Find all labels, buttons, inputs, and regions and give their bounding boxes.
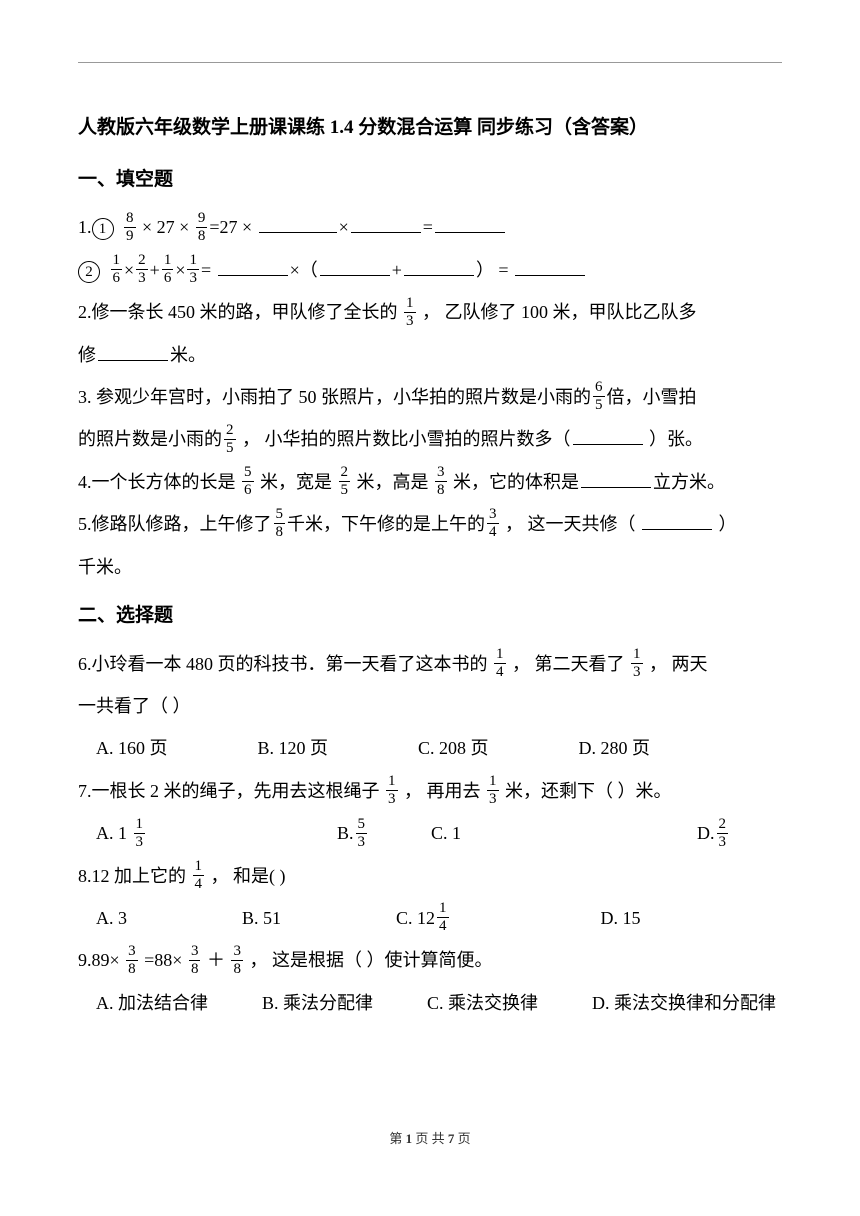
fraction: 23	[136, 253, 148, 286]
option-c[interactable]: C. 1	[431, 813, 461, 854]
option-d[interactable]: D. 280 页	[579, 728, 651, 769]
q3: 3. 参观少年宫时，小雨拍了 50 张照片，小华拍的照片数是小雨的65倍，小雪拍	[78, 377, 782, 418]
option-a[interactable]: A. 3	[96, 898, 127, 939]
option-a[interactable]: A. 加法结合律	[96, 983, 208, 1024]
fraction: 14	[437, 901, 449, 934]
blank[interactable]	[351, 215, 421, 233]
q7: 7.一根长 2 米的绳子，先用去这根绳子 13 ， 再用去 13 米，还剩下（ …	[78, 771, 782, 812]
blank[interactable]	[573, 427, 643, 445]
fraction: 13	[487, 774, 499, 807]
q1-lead: 1.	[78, 217, 92, 237]
blank[interactable]	[435, 215, 505, 233]
fraction: 56	[242, 465, 254, 498]
q6-line2: 一共看了（ ）	[78, 686, 782, 727]
circled-1: 1	[92, 218, 114, 240]
fraction: 13	[134, 817, 146, 850]
fraction: 53	[356, 817, 368, 850]
fraction: 25	[339, 465, 351, 498]
q5: 5.修路队修路，上午修了58千米，下午修的是上午的34 ， 这一天共修（ ）	[78, 504, 782, 545]
page-footer: 第 1 页 共 7 页	[0, 1124, 860, 1154]
blank[interactable]	[642, 512, 712, 530]
section-2-heading: 二、选择题	[78, 594, 782, 638]
fraction: 13	[386, 774, 398, 807]
q3-line2: 的照片数是小雨的25 ， 小华拍的照片数比小雪拍的照片数多（ ）张。	[78, 419, 782, 460]
q8-options: A. 3 B. 51 C. 1214 D. 15	[78, 898, 782, 939]
q8: 8.12 加上它的 14 ， 和是( )	[78, 856, 782, 897]
q1-line2: 2 16×23+16×13= ×（+） =	[78, 250, 782, 291]
page-title: 人教版六年级数学上册课课练 1.4 分数混合运算 同步练习（含答案）	[78, 106, 782, 150]
top-rule	[78, 62, 782, 63]
fraction: 58	[274, 507, 286, 540]
blank[interactable]	[515, 258, 585, 276]
fraction: 14	[193, 859, 205, 892]
fraction: 25	[224, 423, 236, 456]
q2: 2.修一条长 450 米的路，甲队修了全长的 13 ， 乙队修了 100 米，甲…	[78, 292, 782, 333]
blank[interactable]	[320, 258, 390, 276]
circled-2: 2	[78, 261, 100, 283]
q9: 9.89× 38 =88× 38 ＋ 38 ， 这是根据（ ）使计算简便。	[78, 940, 782, 981]
q6: 6.小玲看一本 480 页的科技书．第一天看了这本书的 14 ， 第二天看了 1…	[78, 644, 782, 685]
blank[interactable]	[581, 470, 651, 488]
option-b[interactable]: B. 51	[242, 898, 281, 939]
q9-options: A. 加法结合律 B. 乘法分配律 C. 乘法交换律 D. 乘法交换律和分配律	[78, 983, 782, 1024]
option-d[interactable]: D.23	[697, 813, 730, 854]
fraction: 16	[162, 253, 174, 286]
fraction: 38	[189, 944, 201, 977]
option-d[interactable]: D. 乘法交换律和分配律	[592, 983, 776, 1024]
fraction: 65	[593, 380, 605, 413]
option-d[interactable]: D. 15	[601, 898, 641, 939]
blank[interactable]	[98, 343, 168, 361]
fraction: 34	[487, 507, 499, 540]
q1-line1: 1.1 89 × 27 × 98=27 × ×=	[78, 207, 782, 248]
fraction: 38	[435, 465, 447, 498]
option-a[interactable]: A. 1 13	[96, 813, 147, 854]
q2-line2: 修米。	[78, 335, 782, 376]
fraction: 13	[187, 253, 199, 286]
section-1-heading: 一、填空题	[78, 158, 782, 202]
option-c[interactable]: C. 208 页	[418, 728, 489, 769]
blank[interactable]	[404, 258, 474, 276]
option-c[interactable]: C. 乘法交换律	[427, 983, 538, 1024]
option-c[interactable]: C. 1214	[396, 898, 451, 939]
fraction: 14	[494, 647, 506, 680]
q7-options: A. 1 13 B.53 C. 1 D.23	[78, 813, 782, 854]
fraction: 38	[231, 944, 243, 977]
option-a[interactable]: A. 160 页	[96, 728, 168, 769]
q4: 4.一个长方体的长是 56 米，宽是 25 米，高是 38 米，它的体积是立方米…	[78, 462, 782, 503]
option-b[interactable]: B. 120 页	[258, 728, 329, 769]
q5-line2: 千米。	[78, 547, 782, 588]
fraction: 23	[717, 817, 729, 850]
fraction: 89	[124, 211, 136, 244]
fraction: 38	[126, 944, 138, 977]
q6-options: A. 160 页 B. 120 页 C. 208 页 D. 280 页	[78, 728, 782, 769]
option-b[interactable]: B. 乘法分配律	[262, 983, 373, 1024]
blank[interactable]	[218, 258, 288, 276]
fraction: 13	[631, 647, 643, 680]
option-b[interactable]: B.53	[337, 813, 369, 854]
fraction: 98	[196, 211, 208, 244]
blank[interactable]	[259, 215, 337, 233]
fraction: 13	[404, 296, 416, 329]
fraction: 16	[111, 253, 123, 286]
